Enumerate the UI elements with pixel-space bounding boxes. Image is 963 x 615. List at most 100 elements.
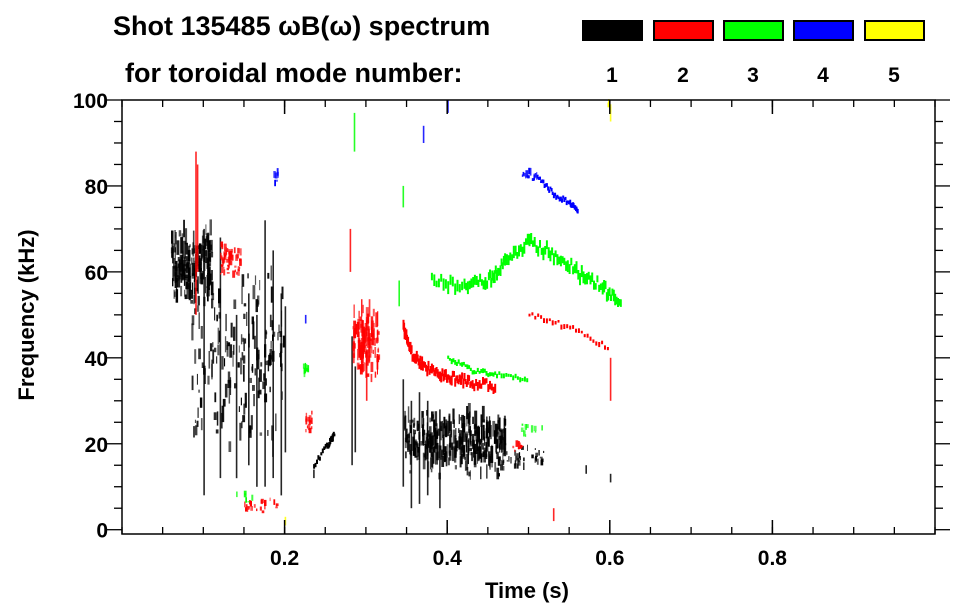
mode-5-marks [284, 99, 612, 526]
mode-3-track-mark [486, 280, 489, 289]
y-tick-label: 20 [85, 434, 108, 457]
mode-4-blob-mark [525, 170, 529, 178]
mode-1-blob-mark [193, 280, 195, 295]
mode-3-track-mark [455, 361, 458, 366]
mode-2-blob-mark [236, 253, 239, 259]
mode-4-track-mark [545, 183, 548, 187]
mode-5-streak [284, 516, 287, 526]
mode-1-blob-mark [422, 452, 426, 470]
mode-2-blob-mark [358, 338, 361, 356]
mode-2-blob-mark [362, 304, 364, 314]
mode-1-blob-mark [243, 364, 245, 382]
mode-1-blob-mark [180, 285, 183, 297]
mode-2-track-mark [586, 333, 589, 338]
mode-1-blob-mark [180, 273, 183, 283]
mode-2-track-mark [439, 371, 442, 382]
mode-1-track-mark [316, 459, 318, 464]
mode-2-blob-mark [226, 259, 229, 263]
mode-1-blob-mark [249, 425, 252, 434]
mode-1-blob-mark [441, 449, 444, 457]
mode-2-streak [195, 151, 197, 315]
mode-1-blob-mark [205, 224, 207, 235]
mode-3-track-mark [528, 233, 531, 247]
mode-2-track-mark [449, 376, 452, 385]
mode-1-blob-mark [502, 428, 504, 441]
mode-1-blob-mark [186, 284, 190, 299]
mode-1-blob-mark [454, 447, 457, 463]
mode-1-streak [402, 379, 405, 487]
mode-3-track-mark [483, 368, 486, 373]
mode-1-blob-mark [468, 416, 471, 433]
mode-1-blob-mark [185, 242, 188, 255]
mode-1-blob-mark [188, 263, 192, 278]
mode-3-blob-mark [243, 490, 247, 498]
mode-3-track-mark [463, 278, 466, 289]
mode-1-blob-mark [439, 450, 443, 460]
mode-1-streak [284, 306, 287, 453]
mode-1-blob-mark [241, 421, 243, 429]
mode-2-blob-mark [239, 248, 242, 256]
mode-1-blob-mark [431, 435, 435, 446]
mode-3-track-mark [549, 250, 552, 262]
mode-1-blob-mark [405, 451, 407, 459]
legend-label-mode-5: 5 [888, 64, 900, 87]
mode-1-blob-mark [443, 416, 446, 429]
mode-3-track-mark [466, 364, 469, 370]
mode-1-blob-mark [442, 434, 445, 453]
mode-2-track-mark [444, 369, 447, 378]
mode-3-blob-mark [533, 425, 537, 431]
mode-3-track-mark [466, 281, 469, 295]
mode-1-blob-mark [192, 282, 194, 295]
mode-1-blob-mark [269, 349, 273, 360]
mode-1-blob-mark [197, 407, 199, 418]
mode-1-blob-mark [490, 425, 492, 440]
mode-2-track-mark [545, 318, 548, 324]
mode-1-blob-mark [270, 265, 272, 281]
mode-4-track-mark [549, 186, 552, 190]
mode-3-track-mark [561, 256, 564, 264]
mode-3-track-mark [454, 360, 457, 365]
mode-3-track-mark [444, 279, 447, 289]
mode-1-blob-mark [208, 287, 210, 297]
mode-2-track-mark [446, 374, 448, 383]
x-axis-label: Time (s) [485, 578, 569, 603]
mode-1-blob-mark [430, 457, 432, 470]
mode-3-track-mark [521, 246, 524, 257]
mode-1-blob-mark [198, 260, 201, 264]
mode-2-track-mark [583, 334, 586, 338]
mode-4-track-mark [561, 198, 563, 203]
mode-1-blob-mark [251, 316, 254, 325]
mode-3-track-mark [482, 280, 485, 290]
mode-1-blob-mark [233, 344, 235, 355]
mode-2-blob-mark [307, 424, 311, 431]
mode-3-track-mark [587, 271, 590, 280]
mode-2-blob-mark [249, 500, 251, 505]
mode-2-blob-mark [226, 248, 229, 252]
mode-1-blob-mark [205, 256, 208, 263]
mode-1-blob-mark [421, 411, 424, 418]
legend-label-mode-1: 1 [606, 64, 618, 87]
mode-2-track-mark [451, 370, 454, 378]
mode-2-track-mark [575, 328, 577, 333]
mode-1-blob-mark [201, 362, 204, 368]
mode-2-track-mark [437, 371, 440, 379]
mode-1-blob-mark [240, 357, 243, 375]
mode-1-track-mark [320, 452, 323, 456]
mode-1-blob-mark [196, 305, 200, 312]
mode-3-track-mark [440, 273, 443, 282]
mode-1-track-mark [329, 439, 332, 445]
mode-2-blob-mark [237, 247, 240, 254]
mode-1-blob-mark [204, 368, 206, 384]
mode-3-track-mark [507, 255, 510, 266]
mode-3-track-mark [599, 283, 602, 290]
mode-1-blob-mark [238, 345, 240, 353]
mode-2-blob-mark [355, 323, 358, 335]
mode-2-track-mark [450, 375, 453, 386]
mode-2-track-mark [441, 368, 444, 377]
mode-1-blob-mark [196, 420, 199, 427]
mode-1-blob-mark [226, 341, 229, 350]
mode-1-blob-mark [463, 432, 466, 442]
mode-1-blob-mark [447, 457, 450, 466]
mode-1-blob-mark [171, 240, 173, 259]
mode-1-blob-mark [199, 397, 203, 408]
